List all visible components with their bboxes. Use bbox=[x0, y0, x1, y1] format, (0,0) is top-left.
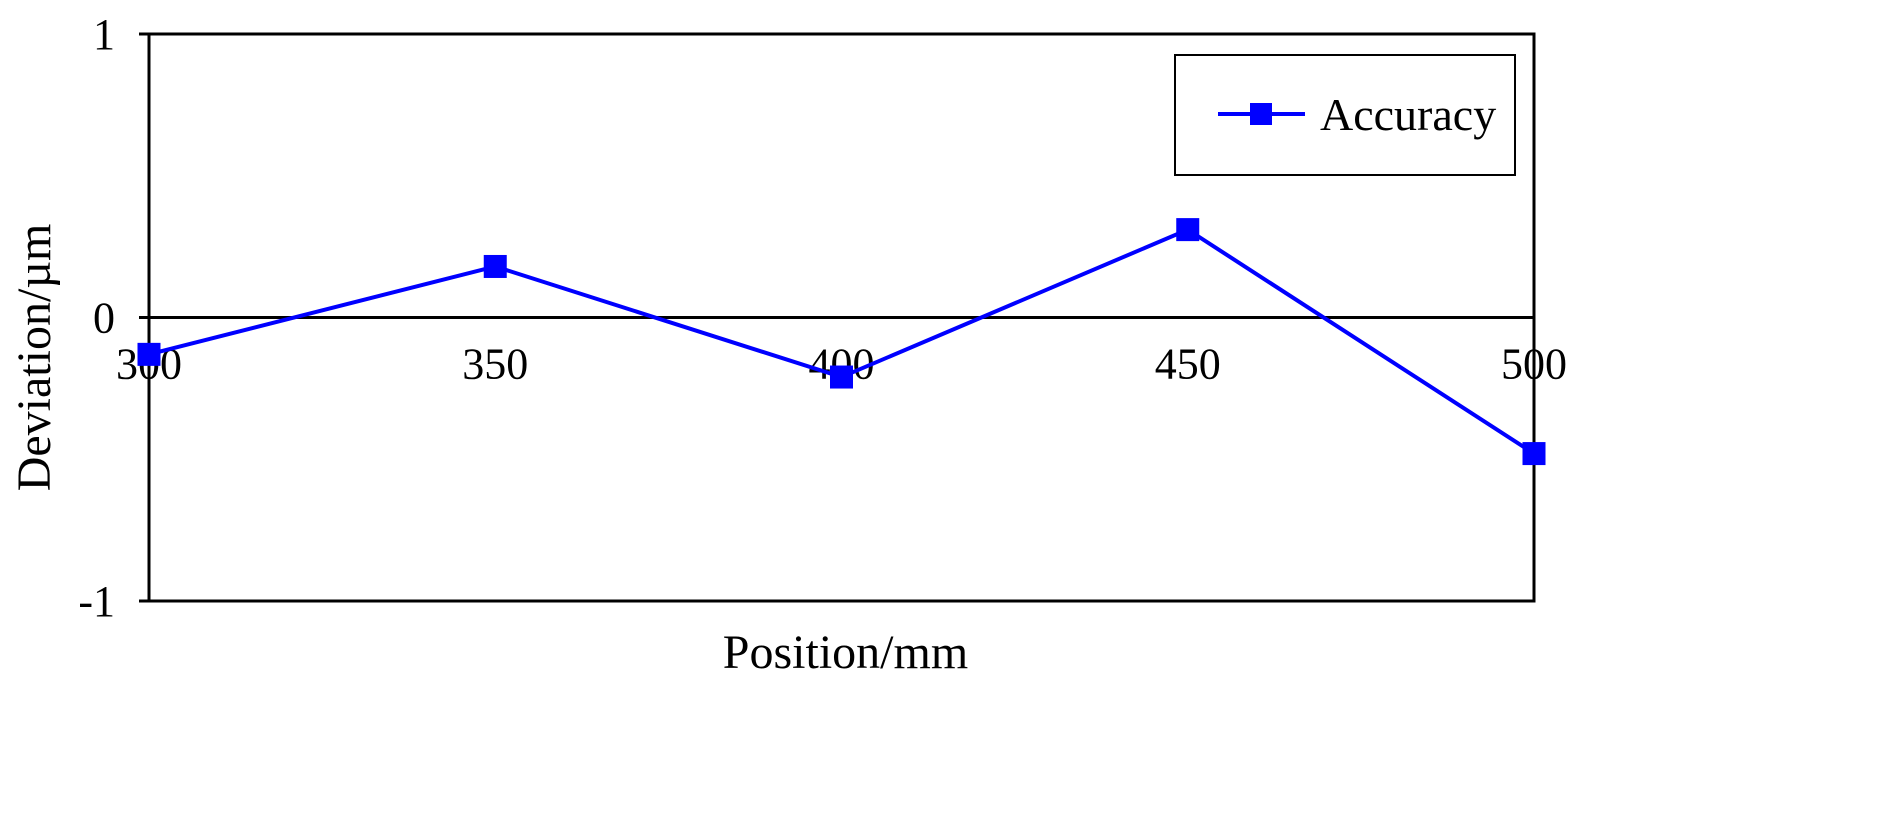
y-axis-tick-labels: 1 0 -1 bbox=[78, 10, 115, 626]
legend-label-accuracy: Accuracy bbox=[1320, 89, 1496, 140]
data-point-marker bbox=[1176, 218, 1200, 242]
x-tick-label: 450 bbox=[1155, 340, 1221, 389]
series-accuracy bbox=[137, 218, 1546, 466]
y-tick-label: -1 bbox=[78, 577, 115, 626]
x-tick-label: 500 bbox=[1501, 340, 1567, 389]
y-axis-ticks bbox=[139, 32, 149, 603]
x-axis-tick-labels: 300350400450500 bbox=[116, 340, 1567, 389]
legend: Accuracy bbox=[1174, 54, 1516, 176]
y-tick-label: 1 bbox=[93, 10, 115, 59]
y-tick-label: 0 bbox=[93, 294, 115, 343]
data-point-marker bbox=[137, 342, 161, 366]
legend-marker-swatch bbox=[1250, 103, 1272, 125]
data-point-marker bbox=[830, 365, 853, 389]
data-point-marker bbox=[483, 254, 507, 278]
x-tick-label: 350 bbox=[462, 340, 528, 389]
x-axis-title: Position/mm bbox=[723, 626, 968, 679]
series-markers bbox=[137, 218, 1546, 466]
y-axis-title: Deviation/µm bbox=[8, 224, 61, 492]
data-point-marker bbox=[1522, 442, 1546, 466]
